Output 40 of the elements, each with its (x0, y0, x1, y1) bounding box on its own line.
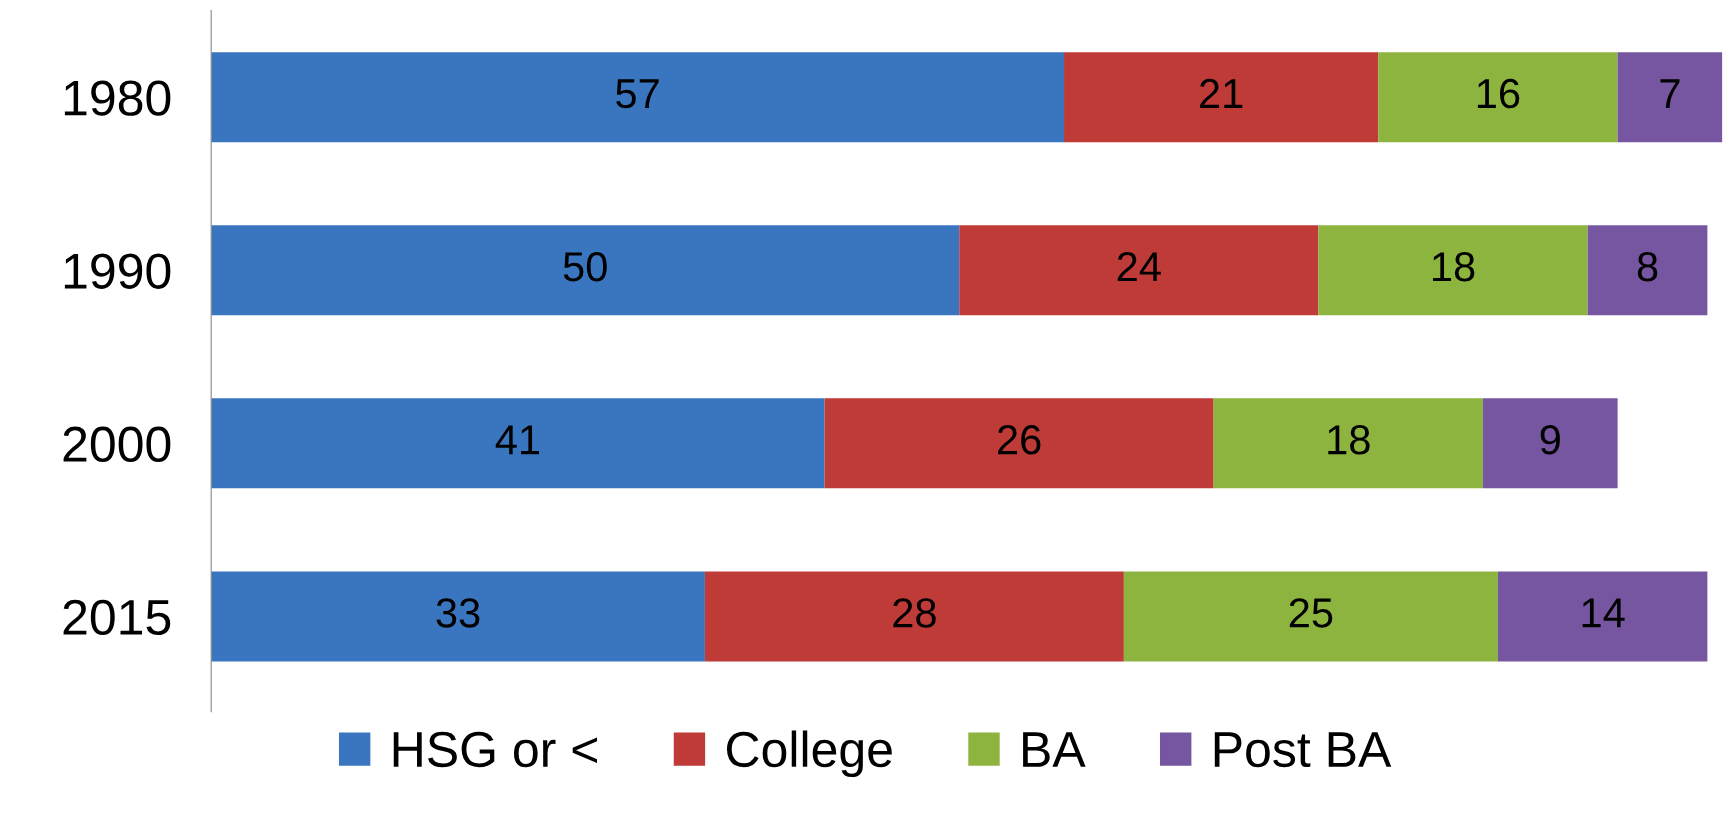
data-label: 9 (1540, 425, 1560, 455)
data-label: 33 (436, 598, 480, 628)
data-label: 28 (893, 598, 936, 628)
y-tick-label: 2000 (63, 426, 171, 462)
legend-label: BA (1023, 732, 1086, 767)
data-label: 41 (495, 425, 540, 455)
data-label: 50 (563, 251, 607, 282)
bar (1123, 571, 1498, 662)
bar (959, 225, 1319, 316)
legend-label: HSG or < (393, 731, 598, 768)
data-label: 7 (1660, 79, 1680, 108)
data-label: 14 (1582, 598, 1625, 628)
data-label: 25 (1289, 598, 1333, 628)
bar (211, 571, 705, 662)
data-label: 21 (1200, 78, 1243, 108)
bar (1482, 398, 1618, 489)
y-tick-label: 1990 (64, 253, 171, 289)
bar (824, 398, 1214, 489)
bar (1587, 225, 1708, 316)
data-label: 26 (998, 425, 1041, 455)
bar (1213, 398, 1483, 489)
bar (1617, 52, 1723, 143)
data-label: 57 (616, 79, 659, 109)
bar (211, 52, 1065, 143)
data-label: 16 (1477, 78, 1520, 109)
y-tick-label: 1980 (64, 80, 171, 116)
bar (211, 398, 825, 489)
data-label: 18 (1433, 251, 1475, 282)
bar (1378, 52, 1618, 143)
data-label: 18 (1328, 425, 1370, 455)
bar (1318, 225, 1588, 316)
bar (1497, 571, 1708, 662)
legend-label: Post BA (1214, 732, 1392, 768)
y-tick-label: 2015 (63, 599, 171, 636)
data-label: 8 (1637, 251, 1658, 282)
data-label: 24 (1117, 251, 1161, 282)
bar (1064, 52, 1379, 143)
bar (211, 225, 960, 316)
bar (704, 571, 1124, 662)
legend-label: College (726, 730, 892, 778)
